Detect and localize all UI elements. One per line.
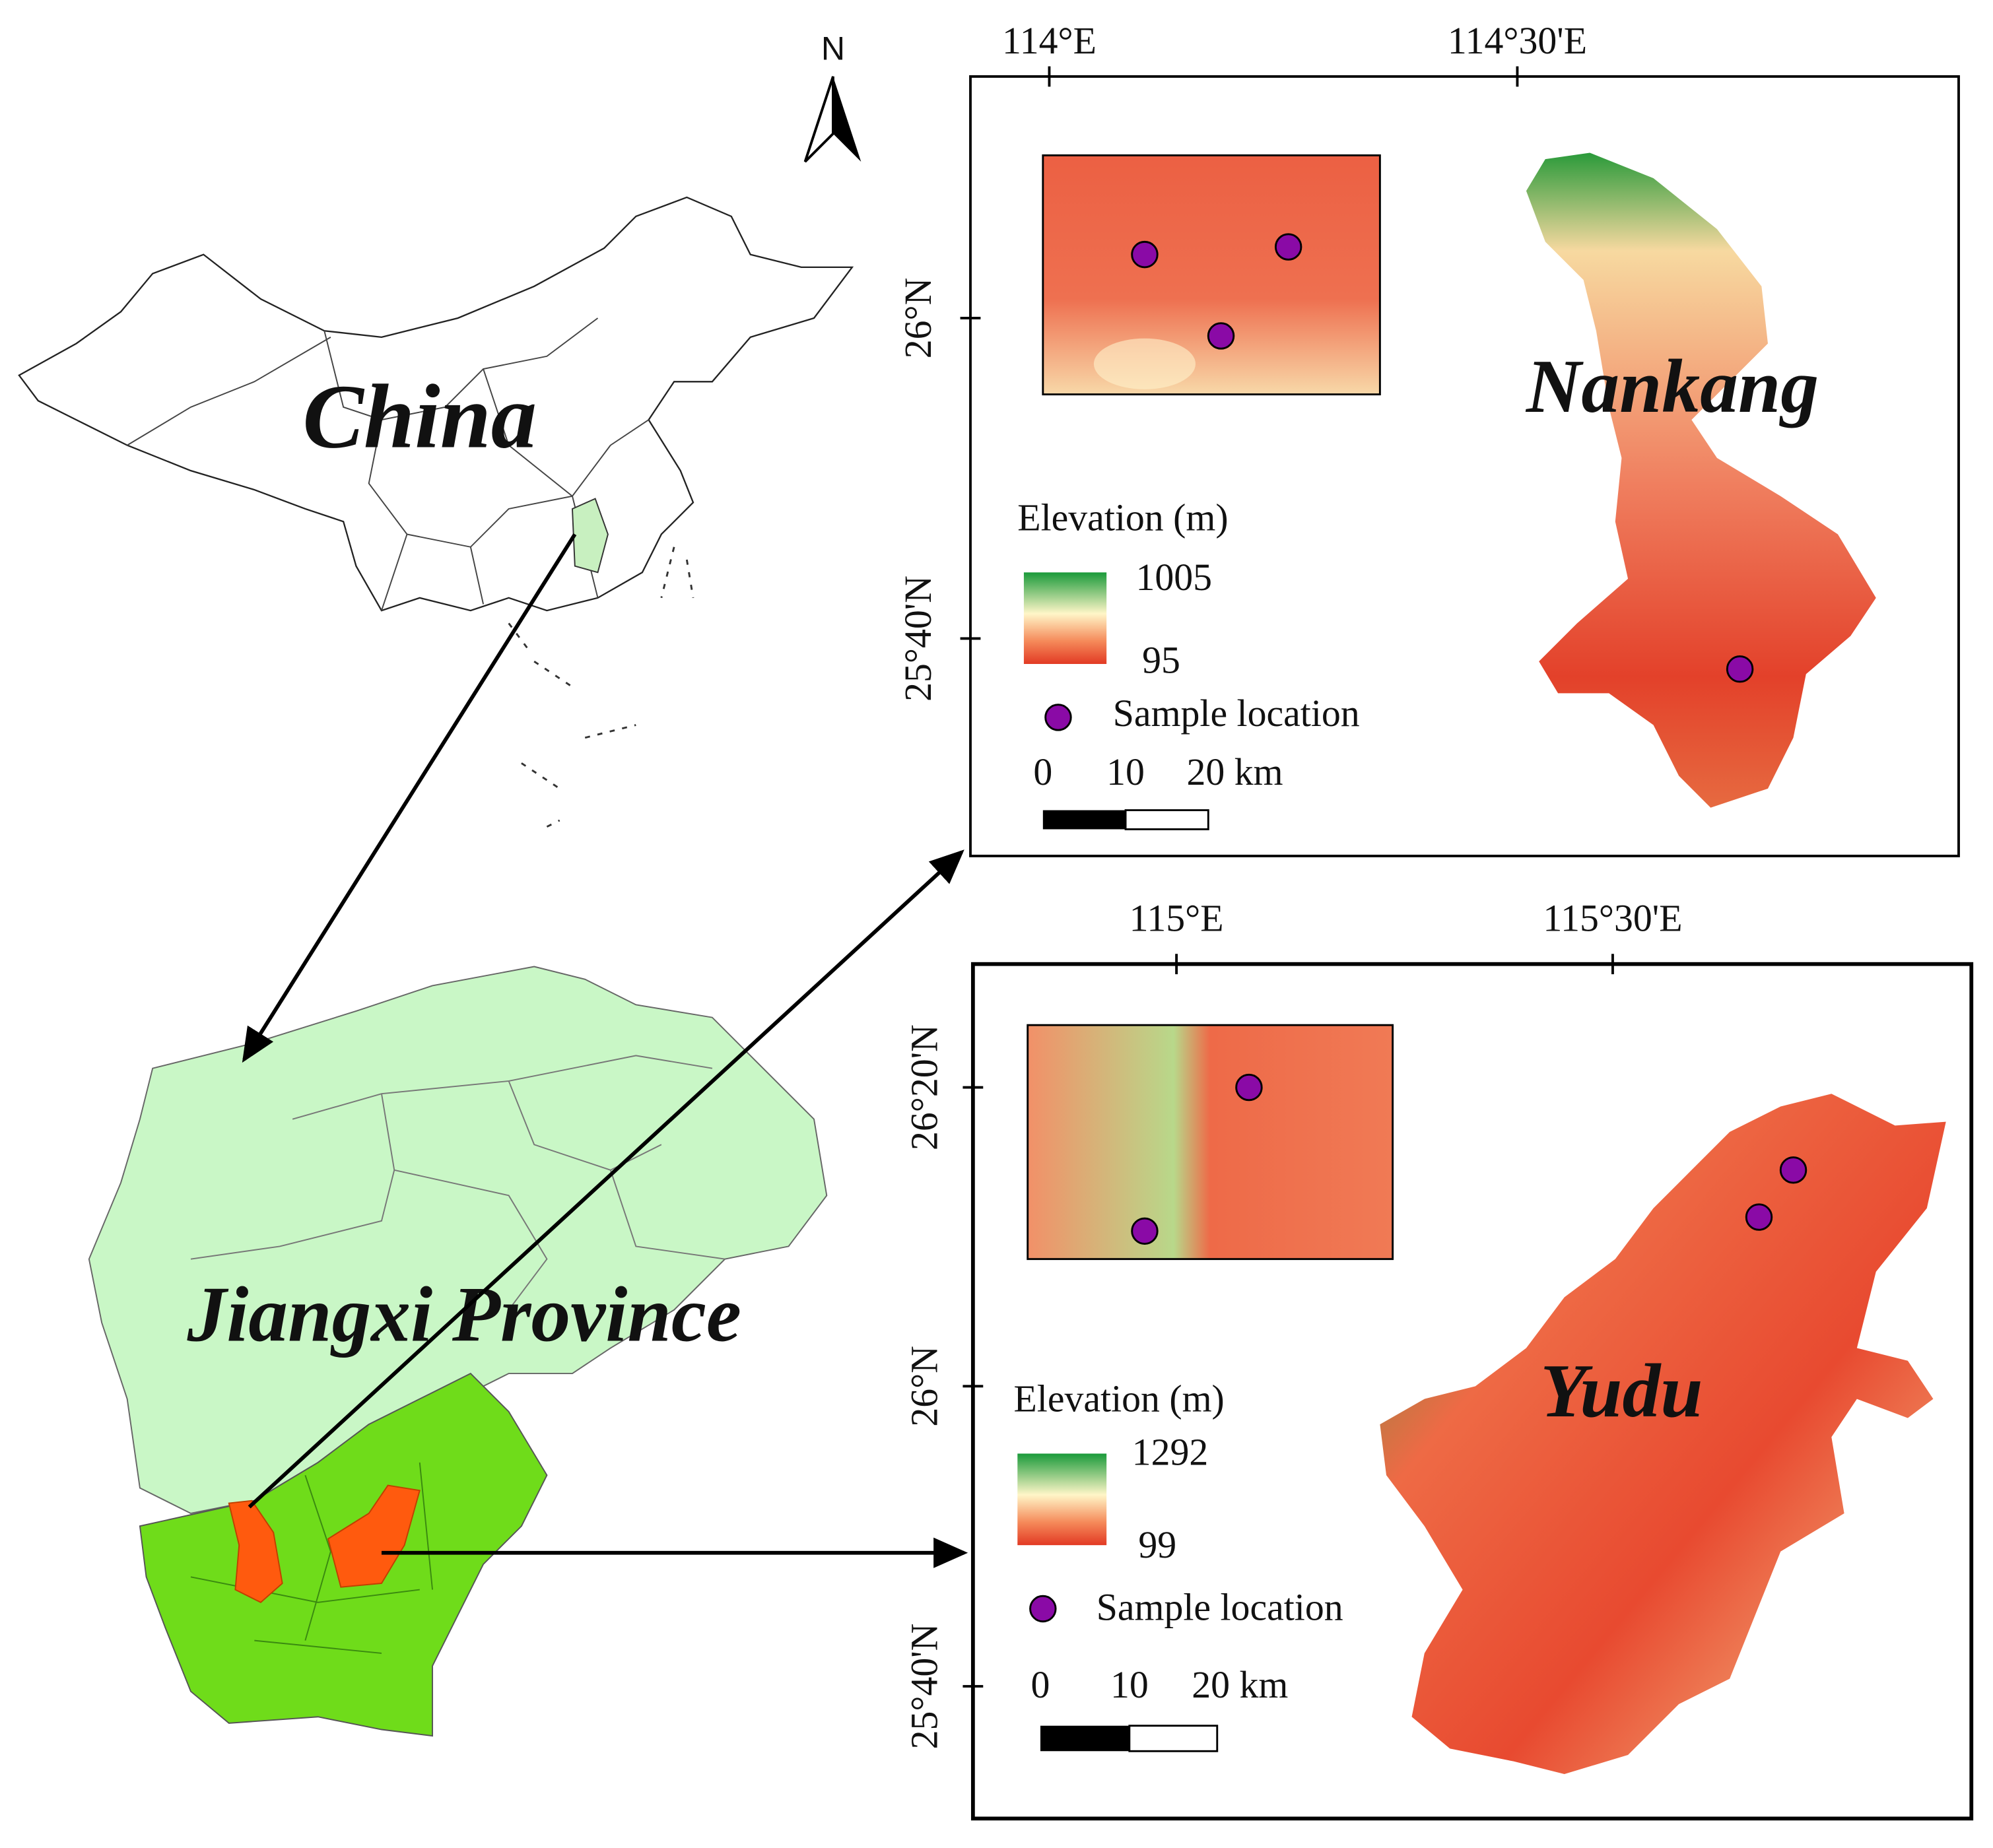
- panel-frame: [970, 962, 1974, 1821]
- legend-max: 1292: [1132, 1432, 1209, 1474]
- region-label: Yudu: [1540, 1349, 1703, 1434]
- region-label: Nankang: [1525, 345, 1819, 429]
- legend-marker: [1044, 704, 1072, 731]
- inset-map: [1027, 1024, 1394, 1261]
- china-label: China: [302, 366, 537, 468]
- legend-ramp: [1017, 1453, 1107, 1546]
- sample-point: [1207, 322, 1235, 350]
- nankang-terrain: [1526, 152, 1876, 808]
- sample-point: [1131, 240, 1159, 269]
- scale-bar-white: [1128, 1725, 1219, 1752]
- sample-point: [1274, 233, 1302, 261]
- sample-point: [1779, 1156, 1807, 1184]
- islands: [508, 546, 694, 828]
- arrow-left: [803, 76, 834, 163]
- scale-label: 10: [1110, 1664, 1149, 1706]
- yudu-region: [327, 1484, 421, 1588]
- legend-ramp: [1023, 572, 1107, 665]
- panel-frame: [969, 75, 1960, 857]
- legend-sample: Sample location: [1113, 692, 1360, 735]
- yudu-terrain: [1380, 1094, 1946, 1774]
- legend-sample: Sample location: [1097, 1587, 1343, 1629]
- legend-max: 1005: [1135, 556, 1212, 599]
- scale-label: 20 km: [1187, 751, 1283, 793]
- legend-title: Elevation (m): [1017, 496, 1228, 539]
- y-label: 26°N: [904, 1346, 946, 1427]
- scale-label: 20 km: [1192, 1664, 1288, 1706]
- scale-label: 0: [1033, 751, 1052, 793]
- legend-title: Elevation (m): [1014, 1378, 1225, 1420]
- scale-label: 0: [1031, 1664, 1050, 1706]
- scale-bar-black: [1040, 1725, 1130, 1752]
- y-label: 25°40'N: [904, 1624, 946, 1750]
- sample-point: [1726, 655, 1754, 683]
- inset-lowland: [1093, 338, 1196, 389]
- jiangxi-highlight: [571, 498, 609, 574]
- nankang-panel: 114°E 114°30'E 26°N 25°40'N Nankang Elev…: [897, 20, 1960, 857]
- legend-min: 95: [1142, 639, 1180, 681]
- legend-min: 99: [1138, 1524, 1176, 1566]
- north-arrow: N: [803, 30, 861, 163]
- y-label: 26°N: [897, 278, 939, 359]
- jiangxi-map: Jiangxi Province: [88, 966, 828, 1737]
- china-outline: [18, 196, 854, 612]
- jiangxi-label: Jiangxi Province: [187, 1270, 741, 1358]
- nankang-region: [228, 1500, 283, 1603]
- jiangxi-borders: [190, 1055, 726, 1311]
- china-map: China: [18, 196, 854, 828]
- yudu-panel: 115°E 115°30'E 26°20'N 26°N 25°40'N Yudu…: [904, 897, 1974, 1821]
- scale-bar-white: [1124, 809, 1209, 830]
- x-label: 115°30'E: [1543, 897, 1682, 939]
- scale-bar-black: [1042, 810, 1126, 830]
- sample-point: [1131, 1217, 1159, 1245]
- x-label: 115°E: [1130, 897, 1224, 939]
- scale-label: 10: [1106, 751, 1145, 793]
- y-label: 25°40'N: [897, 576, 939, 702]
- jiangxi-north: [88, 966, 828, 1514]
- arrow-china-jiangxi: [242, 533, 577, 1063]
- y-label: 26°20'N: [904, 1024, 946, 1150]
- sample-point: [1235, 1073, 1263, 1102]
- sample-point: [1745, 1203, 1773, 1231]
- north-label: N: [821, 30, 845, 67]
- inset-map: [1042, 154, 1381, 396]
- x-label: 114°30'E: [1448, 20, 1587, 62]
- legend-marker: [1029, 1595, 1057, 1623]
- south-borders: [190, 1462, 434, 1654]
- arrow-nankang: [248, 849, 964, 1509]
- arrow-right: [832, 76, 861, 162]
- x-label: 114°E: [1002, 20, 1097, 62]
